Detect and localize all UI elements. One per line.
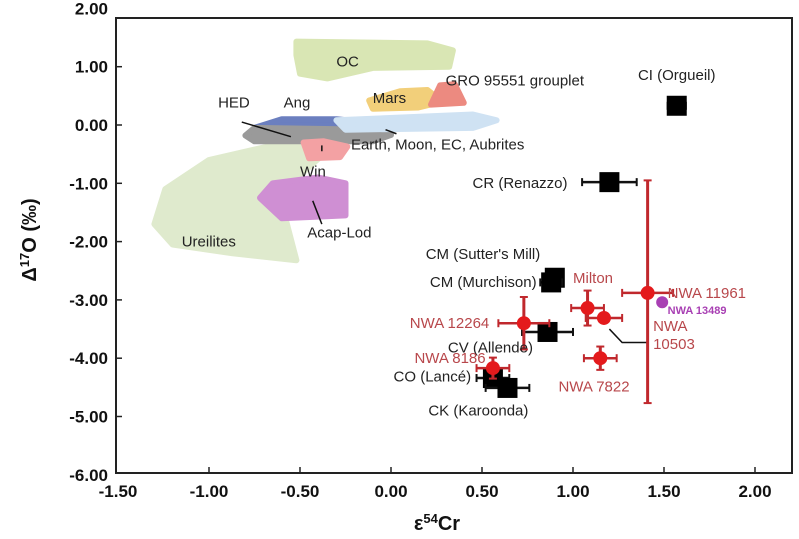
circle-marker xyxy=(656,296,669,309)
field-label-earth-moon-ec-aubrites: Earth, Moon, EC, Aubrites xyxy=(351,136,524,153)
y-tick-label: -1.00 xyxy=(69,174,108,193)
point-label-co-lanc: CO (Lancé) xyxy=(394,369,472,386)
field-ureilites xyxy=(151,124,340,264)
leader-line xyxy=(608,328,648,344)
point-label-cv-allende: CV (Allende) xyxy=(448,339,533,356)
point-label-ck-karoonda: CK (Karoonda) xyxy=(428,402,528,419)
circle-marker xyxy=(596,310,611,325)
y-tick-label: 0.00 xyxy=(75,116,108,135)
circle-marker xyxy=(485,361,500,376)
point-nwa-11961 xyxy=(621,179,675,405)
x-tick-label: -1.00 xyxy=(190,482,229,501)
point-label-nwa-10503: NWA 10503 xyxy=(653,318,695,353)
field-win xyxy=(300,138,351,162)
x-tick-label: -1.50 xyxy=(99,482,138,501)
point-label-nwa-13489: NWA 13489 xyxy=(668,305,727,317)
point-label-cr-renazzo: CR (Renazzo) xyxy=(473,175,568,192)
point-cm-murchison xyxy=(539,272,564,293)
square-marker xyxy=(497,377,518,398)
x-tick-label: 1.00 xyxy=(556,482,589,501)
point-nwa-13489 xyxy=(656,296,669,309)
leader-line xyxy=(241,121,292,138)
point-label-cm-sutter-s-mill: CM (Sutter's Mill) xyxy=(426,246,541,263)
y-tick-label: 1.00 xyxy=(75,58,108,77)
point-cv-allende xyxy=(521,321,574,342)
field-gro-95551-grouplet xyxy=(428,81,467,108)
point-label-milton: Milton xyxy=(573,270,613,287)
square-marker xyxy=(666,95,687,116)
circle-marker xyxy=(580,301,595,316)
point-cr-renazzo xyxy=(581,172,638,193)
x-tick-label: 2.00 xyxy=(738,482,771,501)
square-marker xyxy=(541,272,562,293)
leader-line xyxy=(312,200,323,225)
x-tick-label: 0.00 xyxy=(374,482,407,501)
point-ci-orgueil xyxy=(666,95,687,116)
field-label-gro-95551-grouplet: GRO 95551 grouplet xyxy=(446,72,585,89)
y-tick-label: -5.00 xyxy=(69,408,108,427)
x-axis-title: ε54Cr xyxy=(414,511,460,535)
labels-layer: OC Ureilites HED Ang Earth, Moon, EC, Aubrit… xyxy=(182,54,746,420)
point-nwa-7822 xyxy=(582,345,618,371)
field-label-ang: Ang xyxy=(284,95,311,112)
circle-marker xyxy=(640,285,655,300)
ticks: -1.50 -1.00 -0.50 0.00 0.50 1.00 1.50 2.00 2.00 1… xyxy=(69,0,771,501)
field-label-oc: OC xyxy=(336,54,359,71)
plot-frame xyxy=(115,17,793,474)
square-marker xyxy=(599,172,620,193)
fields-layer xyxy=(151,38,500,264)
point-label-nwa-12264: NWA 12264 xyxy=(410,315,490,332)
point-nwa-12264 xyxy=(497,295,551,351)
field-label-mars: Mars xyxy=(373,90,406,107)
y-tick-label: -2.00 xyxy=(69,233,108,252)
point-label-nwa-7822: NWA 7822 xyxy=(558,378,629,395)
point-nwa-10503 xyxy=(584,310,624,325)
point-label-cm-murchison: CM (Murchison) xyxy=(430,274,537,291)
point-label-ci-orgueil: CI (Orgueil) xyxy=(638,67,716,84)
x-tick-label: -0.50 xyxy=(281,482,320,501)
y-tick-label: -3.00 xyxy=(69,291,108,310)
field-earth-moon-ec-aubrites xyxy=(333,111,500,133)
point-label-nwa-11961: NWA 11961 xyxy=(668,285,746,302)
point-ck-karoonda xyxy=(484,377,531,398)
point-nwa-8186 xyxy=(475,356,511,380)
x-tick-label: 0.50 xyxy=(465,482,498,501)
field-label-win: Win xyxy=(300,163,326,180)
y-axis-title: Δ17O (‰) xyxy=(17,198,41,281)
leader-lines xyxy=(241,121,648,344)
point-label-nwa-8186: NWA 8186 xyxy=(414,350,485,367)
square-marker xyxy=(537,321,558,342)
y-tick-label: -6.00 xyxy=(69,466,108,485)
field-acap-lod xyxy=(257,174,349,222)
y-tick-label: -4.00 xyxy=(69,349,108,368)
x-tick-label: 1.50 xyxy=(647,482,680,501)
field-oc xyxy=(293,38,456,82)
field-label-ureilites: Ureilites xyxy=(182,233,236,250)
points-layer xyxy=(475,95,687,405)
field-label-acap-lod: Acap-Lod xyxy=(307,225,371,242)
point-milton xyxy=(570,289,605,327)
field-label-hed: HED xyxy=(218,95,250,112)
axes xyxy=(115,17,793,474)
circle-marker xyxy=(593,351,608,366)
circle-marker xyxy=(516,316,531,331)
leader-line xyxy=(385,128,397,135)
y-tick-label: 2.00 xyxy=(75,0,108,18)
